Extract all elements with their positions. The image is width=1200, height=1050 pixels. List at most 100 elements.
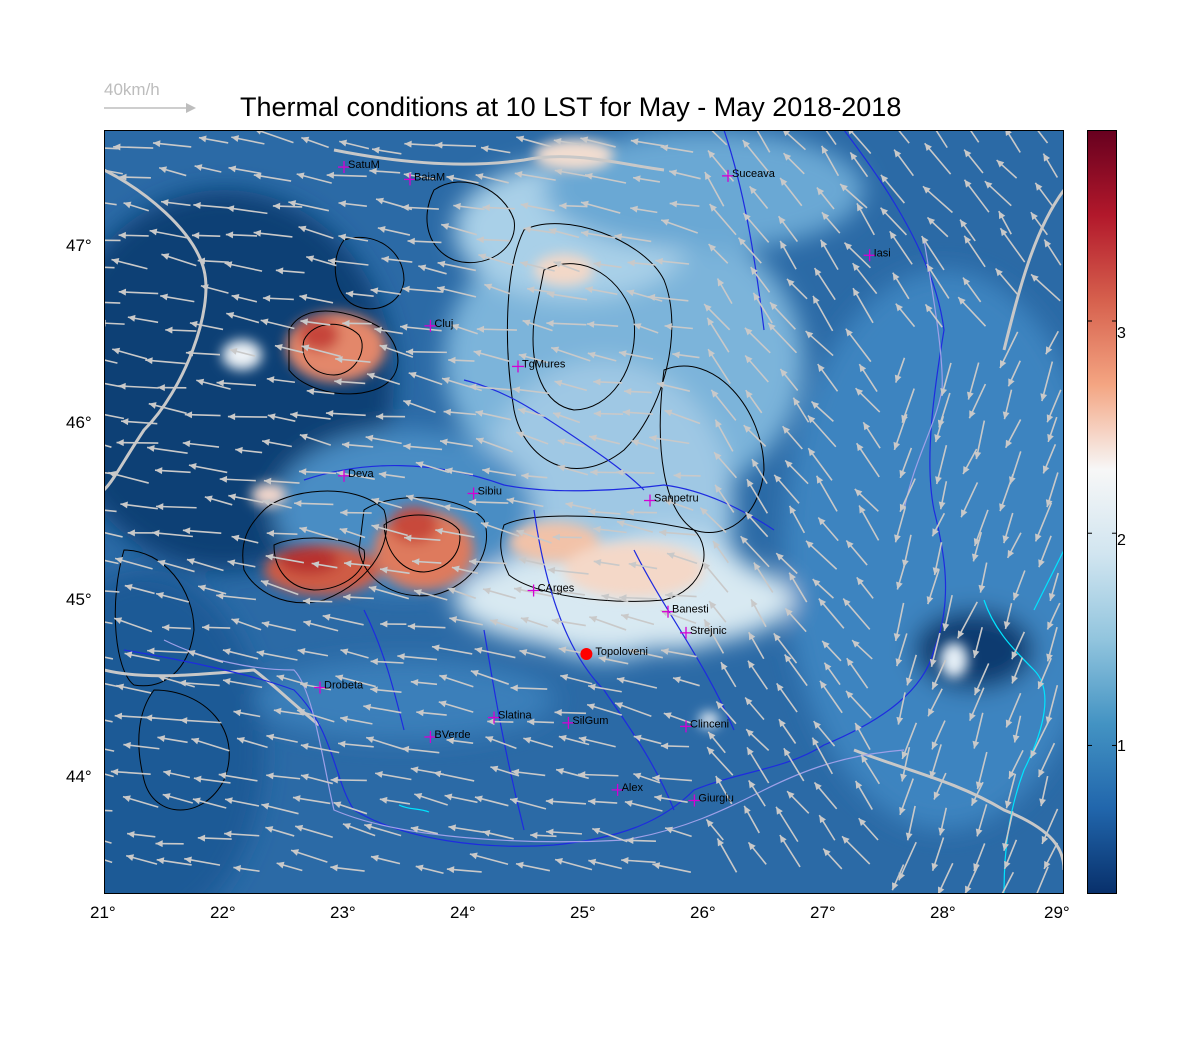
highlight-location-label: Topoloveni: [595, 646, 648, 658]
wind-arrow: [1004, 419, 1022, 449]
wind-arrow: [767, 322, 798, 354]
wind-arrow: [899, 478, 916, 513]
wind-arrow: [266, 772, 301, 780]
colorbar-tick-3: 3: [1117, 325, 1126, 342]
wind-arrow: [1005, 692, 1022, 728]
wind-arrow: [448, 356, 475, 364]
wind-arrow: [514, 171, 556, 181]
wind-arrow: [200, 284, 229, 294]
wind-arrow: [1037, 657, 1052, 690]
wind-arrow: [369, 167, 401, 175]
wind-arrow: [111, 257, 148, 270]
wind-arrow: [848, 130, 872, 155]
wind-arrow: [222, 648, 259, 660]
wind-arrow: [975, 751, 988, 790]
wind-arrow: [552, 412, 581, 424]
wind-arrow: [152, 140, 192, 148]
wind-arrow: [588, 858, 622, 870]
wind-arrow: [999, 331, 1019, 369]
wind-arrow: [1034, 182, 1053, 207]
wind-arrow: [962, 448, 978, 475]
wind-arrow: [231, 135, 265, 145]
wind-arrow: [469, 558, 508, 566]
lon-tick-27: 27°: [810, 903, 836, 922]
terrain-contours: [114, 181, 765, 811]
wind-arrow: [520, 260, 555, 272]
wind-arrow: [896, 692, 906, 725]
wind-arrow: [560, 673, 593, 685]
wind-arrow: [969, 130, 980, 143]
wind-arrow: [379, 344, 414, 358]
wind-arrow: [157, 559, 195, 573]
wind-arrow: [265, 826, 295, 837]
city-label: SatuM: [348, 159, 380, 171]
wind-arrow: [157, 674, 195, 688]
wind-arrow: [815, 475, 838, 512]
wind-arrow: [262, 499, 292, 509]
wind-arrow: [593, 525, 627, 534]
wind-arrow: [226, 205, 268, 215]
wind-arrow: [151, 529, 193, 538]
wind-arrow: [288, 200, 330, 212]
city-label: TgMures: [522, 358, 566, 370]
city-label: Sibiu: [478, 485, 502, 497]
city-label: CArges: [538, 583, 575, 595]
lon-tick-26: 26°: [690, 903, 716, 922]
wind-arrow: [807, 447, 833, 481]
wind-arrow: [224, 797, 260, 807]
wind-arrow: [380, 620, 407, 628]
wind-arrow: [823, 662, 841, 686]
wind-arrow: [630, 138, 665, 147]
wind-arrow: [744, 327, 771, 354]
wind-arrow: [1046, 602, 1061, 630]
wind-arrow: [584, 172, 627, 184]
wind-arrow: [746, 746, 770, 784]
wind-arrow: [893, 602, 905, 642]
wind-arrow: [363, 703, 402, 714]
wind-arrow: [306, 388, 335, 395]
wind-arrow: [856, 202, 875, 236]
wind-arrow: [127, 314, 159, 324]
colorbar-tick-1: 1: [1117, 738, 1126, 755]
wind-arrow: [626, 837, 656, 845]
wind-arrow: [963, 149, 984, 174]
wind-arrow: [118, 231, 149, 239]
wind-arrow: [112, 347, 148, 360]
wind-arrow: [371, 523, 408, 537]
wind-arrow: [672, 676, 700, 687]
wind-arrow: [414, 793, 448, 806]
wind-arrow: [371, 146, 402, 155]
wind-arrow: [476, 325, 517, 333]
wind-arrow: [931, 837, 945, 872]
wind-arrow: [413, 589, 448, 601]
wind-arrow: [227, 413, 268, 421]
city-marker: CArges: [527, 583, 575, 597]
wind-arrow: [298, 225, 334, 239]
wind-arrow: [480, 521, 520, 537]
wind-arrow: [337, 740, 374, 748]
wind-arrow: [377, 226, 411, 236]
city-marker: Suceava: [722, 168, 776, 182]
wind-arrow: [1029, 720, 1050, 759]
wind-arrow: [401, 745, 440, 754]
wind-arrow: [186, 558, 224, 572]
wind-arrow: [921, 235, 945, 271]
city-label: Alex: [622, 782, 644, 794]
wind-arrow: [403, 443, 443, 451]
lon-tick-22: 22°: [210, 903, 236, 922]
wind-arrow: [339, 527, 366, 539]
wind-arrow: [224, 830, 260, 838]
wind-arrow: [412, 558, 442, 566]
wind-arrow: [663, 712, 693, 725]
wind-arrow: [1037, 742, 1056, 778]
wind-arrow: [781, 425, 803, 450]
wind-arrow: [1002, 389, 1013, 420]
wind-arrow: [415, 864, 444, 875]
wind-arrow: [706, 746, 734, 776]
wind-arrow: [521, 472, 548, 480]
wind-arrow: [716, 278, 733, 305]
wind-arrow: [366, 372, 401, 386]
wind-arrow: [335, 356, 371, 363]
wind-arrow: [104, 147, 118, 150]
wind-arrow: [448, 824, 485, 834]
